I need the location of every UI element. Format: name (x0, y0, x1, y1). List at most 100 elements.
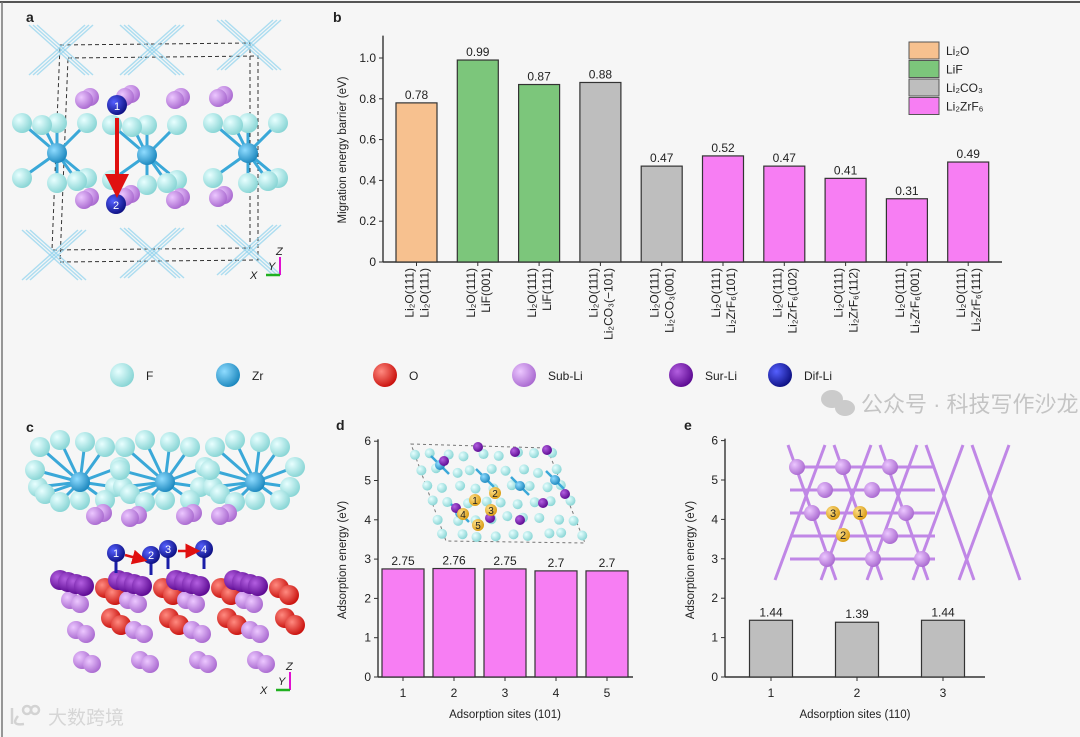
x-category-label: Li₂ZrF₆(001) (908, 268, 922, 334)
bond (36, 24, 94, 76)
sub-li-atom (257, 655, 275, 673)
bar-value-label: 2.75 (493, 554, 517, 568)
adsorption-site (457, 508, 469, 520)
x-category-label: 1 (768, 686, 775, 700)
f-atom (180, 437, 200, 457)
f-atom (545, 496, 556, 507)
bond (224, 19, 282, 71)
x-category-label: 2 (451, 686, 458, 700)
f-atom (534, 512, 545, 523)
bond (127, 24, 185, 76)
f-atom (35, 484, 55, 504)
x-category-label: Li₂ZrF₆(102) (785, 268, 799, 334)
site-label: 1 (113, 548, 119, 560)
sub-li-atom (187, 595, 205, 613)
f-atom (551, 464, 562, 475)
site-label: 2 (840, 530, 846, 542)
f-atom (500, 465, 511, 476)
x-category-label: 3 (940, 686, 947, 700)
adsorption-site (489, 487, 501, 499)
dif-li-atom (107, 95, 127, 115)
x-category-label: Li₂O(111) (418, 268, 432, 318)
f-atom (457, 529, 468, 540)
x-category-label: Li₂O(111) (709, 268, 723, 318)
axis-label-y: Y (278, 676, 286, 688)
o-atom (285, 615, 305, 635)
f-atom (12, 168, 32, 188)
dif-li-atom (107, 544, 125, 562)
f-atom (137, 115, 157, 135)
bond (123, 227, 181, 279)
f-atom (409, 449, 420, 460)
x-category-label: Li₂O(111) (954, 268, 968, 318)
x-category-label: 4 (553, 686, 560, 700)
bar (885, 198, 929, 263)
f-atom (544, 528, 555, 539)
li-atom (515, 515, 525, 525)
x-category-label: Li₂O(111) (893, 268, 907, 318)
li-atom (538, 498, 548, 508)
bar-value-label: 2.7 (599, 556, 616, 570)
wechat-watermark-text: 公众号 · 科技写作沙龙 (861, 392, 1079, 417)
y-tick-label: 0.6 (359, 133, 376, 147)
atom-legend-label: O (409, 369, 418, 383)
y-tick-label: 2 (711, 591, 718, 605)
site-label: 2 (492, 489, 498, 500)
f-atom (565, 495, 576, 506)
y-tick-label: 5 (711, 473, 718, 487)
f-atom (160, 432, 180, 452)
bond (25, 229, 83, 281)
bond (28, 24, 86, 76)
li-atom (542, 445, 552, 455)
f-atom (203, 168, 223, 188)
sur-li-atom (132, 576, 152, 596)
li-atom (473, 442, 483, 452)
li-atom (176, 507, 194, 525)
x-category-label: Li₂O(111) (403, 268, 417, 318)
bar (834, 621, 880, 678)
site-label: 2 (148, 550, 154, 562)
chart-b-migration-barrier: 0 0.2 0.4 0.6 0.8 1.0 Migration energy barrier… (337, 35, 1002, 340)
f-atom (481, 496, 492, 507)
bar-value-label: 0.99 (466, 45, 490, 59)
f-atom (225, 430, 245, 450)
bar (748, 619, 794, 678)
li-atom (560, 489, 570, 499)
surface-cell-outline (410, 443, 586, 544)
x-category-label: Li₂O(111) (525, 268, 539, 318)
bar-value-label: 2.75 (391, 554, 415, 568)
zr-atom (480, 473, 490, 483)
x-category-label: 2 (854, 686, 861, 700)
f-atom (120, 484, 140, 504)
f-atom (528, 448, 539, 459)
dif-li-atom (106, 194, 126, 214)
f-atom (432, 514, 443, 525)
f-atom (442, 497, 453, 508)
x-category-label: 1 (400, 686, 407, 700)
o-atom (279, 585, 299, 605)
f-atom (556, 527, 567, 538)
f-atom (70, 490, 90, 510)
li-atom (209, 89, 227, 107)
li-atom (121, 509, 139, 527)
f-atom (270, 437, 290, 457)
y-tick-label: 1 (364, 631, 371, 645)
site-label: 1 (472, 496, 478, 507)
bar-value-label: 0.49 (957, 147, 981, 161)
bar-value-label: 0.31 (895, 184, 919, 198)
f-atom (135, 430, 155, 450)
li-atom (882, 459, 898, 475)
legend-label: Li₂O (946, 44, 969, 58)
f-atom (110, 460, 130, 480)
bar (456, 59, 499, 263)
li-atom (819, 551, 835, 567)
sub-li-atom (83, 655, 101, 673)
x-category-label: Li₂ZrF₆(101) (724, 268, 738, 334)
f-atom (245, 490, 265, 510)
li-atom (510, 447, 520, 457)
y-tick-label: 0 (369, 255, 376, 269)
sub-li-atom (129, 595, 147, 613)
f-atom (200, 460, 220, 480)
li-atom (166, 191, 184, 209)
